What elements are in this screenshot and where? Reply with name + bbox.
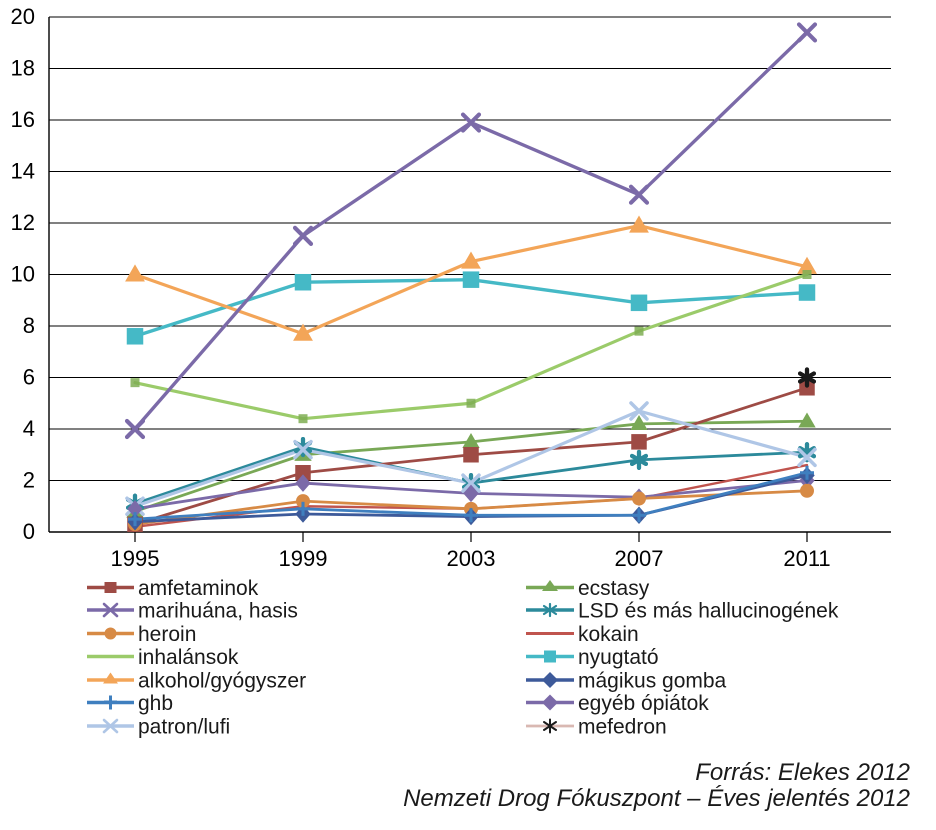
- svg-text:Nemzeti Drog Fókuszpont – Éves: Nemzeti Drog Fókuszpont – Éves jelentés …: [403, 785, 910, 812]
- svg-text:2: 2: [23, 468, 35, 493]
- svg-text:patron/lufi: patron/lufi: [138, 716, 230, 739]
- svg-text:inhalánsok: inhalánsok: [138, 646, 239, 669]
- svg-text:alkohol/gyógyszer: alkohol/gyógyszer: [138, 670, 306, 693]
- svg-text:LSD és más hallucinogének: LSD és más hallucinogének: [578, 600, 839, 623]
- svg-text:1999: 1999: [279, 546, 328, 571]
- svg-text:12: 12: [11, 210, 35, 235]
- svg-text:2007: 2007: [615, 546, 664, 571]
- svg-text:Forrás: Elekes 2012: Forrás: Elekes 2012: [695, 759, 910, 786]
- svg-text:1995: 1995: [111, 546, 160, 571]
- svg-text:6: 6: [23, 365, 35, 390]
- svg-text:2011: 2011: [783, 546, 830, 571]
- svg-text:marihuána, hasis: marihuána, hasis: [138, 600, 298, 623]
- svg-text:mágikus gomba: mágikus gomba: [578, 670, 727, 693]
- svg-text:nyugtató: nyugtató: [578, 646, 659, 669]
- svg-text:mefedron: mefedron: [578, 716, 667, 739]
- svg-text:16: 16: [11, 107, 35, 132]
- svg-text:2003: 2003: [447, 546, 496, 571]
- svg-text:kokain: kokain: [578, 623, 639, 646]
- svg-text:amfetaminok: amfetaminok: [138, 577, 259, 600]
- svg-text:10: 10: [11, 262, 35, 287]
- svg-text:egyéb ópiátok: egyéb ópiátok: [578, 692, 709, 715]
- svg-text:0: 0: [23, 519, 35, 544]
- svg-text:20: 20: [11, 4, 35, 29]
- svg-text:heroin: heroin: [138, 623, 196, 646]
- svg-text:14: 14: [11, 159, 35, 184]
- svg-text:18: 18: [11, 56, 35, 81]
- svg-text:8: 8: [23, 313, 35, 338]
- svg-text:ecstasy: ecstasy: [578, 577, 650, 600]
- svg-text:4: 4: [23, 416, 35, 441]
- svg-text:ghb: ghb: [138, 692, 173, 715]
